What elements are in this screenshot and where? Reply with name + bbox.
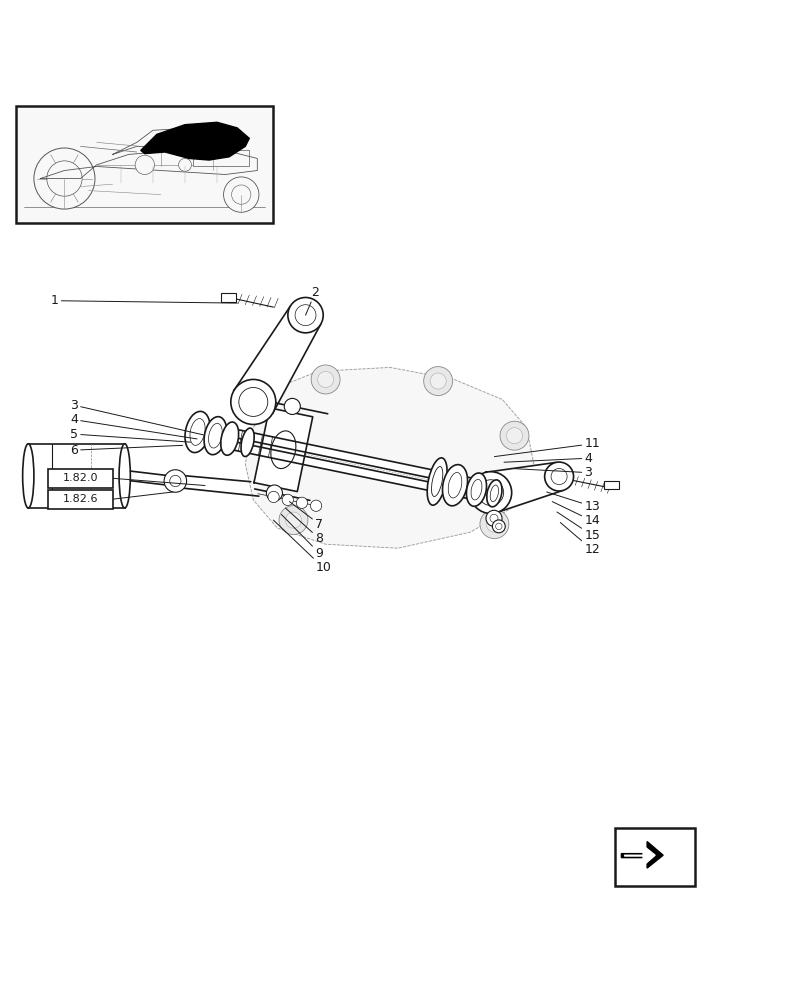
Circle shape xyxy=(178,158,191,171)
Circle shape xyxy=(266,485,282,501)
Circle shape xyxy=(230,379,276,424)
Ellipse shape xyxy=(241,428,254,457)
Text: 13: 13 xyxy=(546,492,599,513)
Text: 6: 6 xyxy=(70,444,182,457)
Circle shape xyxy=(491,520,504,533)
Circle shape xyxy=(544,462,573,491)
Ellipse shape xyxy=(204,417,226,455)
Bar xyxy=(16,106,273,223)
Circle shape xyxy=(164,470,187,492)
Text: 1.82.0: 1.82.0 xyxy=(62,473,98,483)
Polygon shape xyxy=(618,834,659,874)
Circle shape xyxy=(470,472,511,514)
Circle shape xyxy=(284,398,300,414)
Text: 8: 8 xyxy=(285,508,323,545)
Circle shape xyxy=(281,494,293,505)
Circle shape xyxy=(310,500,321,511)
Circle shape xyxy=(486,516,502,532)
Circle shape xyxy=(47,161,82,196)
Circle shape xyxy=(238,387,268,416)
Text: 10: 10 xyxy=(273,520,331,574)
Circle shape xyxy=(288,297,323,333)
Text: 4: 4 xyxy=(70,413,197,439)
Text: 3: 3 xyxy=(514,466,591,479)
Circle shape xyxy=(485,510,501,526)
Text: 3: 3 xyxy=(70,399,204,435)
Polygon shape xyxy=(254,408,312,492)
Polygon shape xyxy=(188,420,500,504)
Polygon shape xyxy=(140,122,249,160)
Circle shape xyxy=(500,421,528,450)
Ellipse shape xyxy=(119,444,131,508)
FancyBboxPatch shape xyxy=(48,469,114,488)
Bar xyxy=(614,828,694,886)
Circle shape xyxy=(223,177,259,212)
Circle shape xyxy=(268,491,279,503)
Polygon shape xyxy=(624,846,654,866)
Circle shape xyxy=(296,497,307,508)
Circle shape xyxy=(285,512,301,528)
Circle shape xyxy=(311,365,340,394)
Circle shape xyxy=(478,480,503,505)
Circle shape xyxy=(551,468,566,485)
Text: 2: 2 xyxy=(305,286,319,315)
Circle shape xyxy=(479,510,508,539)
Circle shape xyxy=(169,475,181,487)
Text: 7: 7 xyxy=(289,502,323,531)
Ellipse shape xyxy=(185,411,210,453)
Text: 14: 14 xyxy=(551,502,599,527)
Circle shape xyxy=(506,428,522,444)
Circle shape xyxy=(135,155,154,175)
Circle shape xyxy=(34,148,95,209)
Text: 1.82.6: 1.82.6 xyxy=(62,494,98,504)
Text: 12: 12 xyxy=(560,523,599,556)
Text: 5: 5 xyxy=(70,428,191,442)
Ellipse shape xyxy=(466,473,486,506)
Circle shape xyxy=(231,185,251,204)
Circle shape xyxy=(495,523,501,530)
Text: 15: 15 xyxy=(556,512,599,542)
Ellipse shape xyxy=(427,458,447,505)
Circle shape xyxy=(279,506,307,535)
Bar xyxy=(221,293,235,302)
Ellipse shape xyxy=(221,422,238,455)
Circle shape xyxy=(423,367,452,396)
Ellipse shape xyxy=(442,465,467,506)
Text: 9: 9 xyxy=(281,514,323,560)
Circle shape xyxy=(294,305,315,326)
Text: 11: 11 xyxy=(494,437,599,457)
Text: 1: 1 xyxy=(51,294,237,307)
Ellipse shape xyxy=(486,480,501,507)
Polygon shape xyxy=(620,842,663,868)
Circle shape xyxy=(430,373,445,389)
Polygon shape xyxy=(245,367,534,548)
Polygon shape xyxy=(486,462,562,513)
FancyBboxPatch shape xyxy=(48,490,114,509)
Polygon shape xyxy=(234,306,320,414)
Bar xyxy=(603,481,618,489)
Circle shape xyxy=(317,371,333,387)
Circle shape xyxy=(489,514,497,522)
Text: 4: 4 xyxy=(504,452,591,465)
Ellipse shape xyxy=(23,444,34,508)
Bar xyxy=(28,444,125,508)
